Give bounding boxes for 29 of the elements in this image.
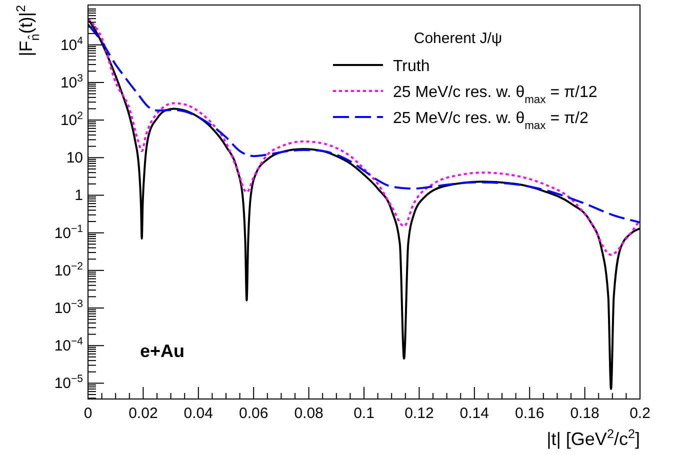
x-tick-label: 0.04 — [184, 405, 213, 422]
x-tick-label: 0.08 — [294, 405, 324, 422]
x-tick-label: 0.14 — [460, 405, 489, 422]
x-tick-label: 0.1 — [354, 405, 374, 422]
x-tick-label: 0.12 — [404, 405, 434, 422]
y-tick-label: 10$^{−1}$ — [54, 222, 84, 242]
y-tick-label: 10$^{−2}$ — [54, 260, 84, 280]
legend-label: 25 MeV/c res. w. θ$_{max}$ = π/2 — [393, 110, 588, 132]
y-tick-label: 10 — [66, 150, 83, 167]
y-tick-label: 1 — [74, 187, 83, 204]
x-tick-label: 0.06 — [239, 405, 268, 422]
line-series — [88, 23, 640, 224]
legend-title: Coherent J/ψ — [414, 30, 502, 47]
x-tick-label: 0.02 — [128, 405, 158, 422]
legend-label: Truth — [393, 58, 430, 75]
y-tick-label: 10$^{−5}$ — [54, 373, 84, 392]
x-axis-title: |t| [GeV$^{2}$/c$^{2}$] — [546, 427, 640, 449]
x-tick-label: 0.18 — [570, 405, 600, 422]
line-series — [88, 18, 640, 256]
x-tick-label: 0 — [84, 405, 92, 422]
y-tick-label: 10$^{4}$ — [60, 34, 84, 54]
legend-label: 25 MeV/c res. w. θ$_{max}$ = π/12 — [393, 84, 598, 106]
x-tick-label: 0.2 — [630, 405, 650, 422]
y-tick-label: 10$^{3}$ — [60, 72, 84, 92]
y-tick-label: 10$^{−4}$ — [54, 336, 84, 355]
annotation: e+Au — [140, 341, 185, 361]
y-tick-label: 10$^{−3}$ — [54, 298, 84, 318]
x-tick-label: 0.16 — [515, 405, 544, 422]
y-tick-label: 10$^{2}$ — [60, 110, 84, 130]
